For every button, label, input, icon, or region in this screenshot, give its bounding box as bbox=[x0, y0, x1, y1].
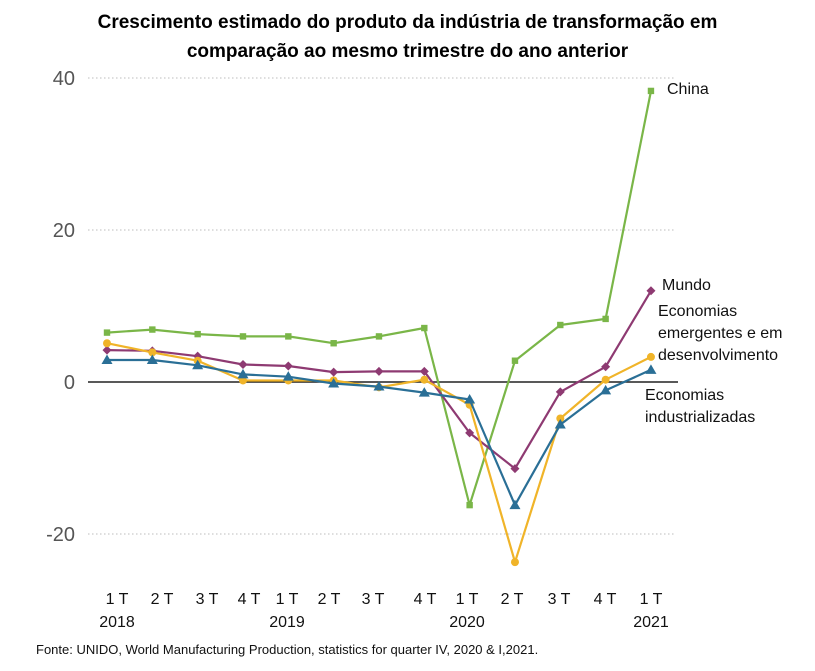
x-tick-label: 2 T bbox=[151, 591, 174, 608]
data-point bbox=[556, 414, 565, 423]
data-point bbox=[509, 499, 521, 510]
data-point bbox=[646, 286, 656, 296]
data-point bbox=[557, 321, 564, 329]
series-lines bbox=[101, 87, 657, 567]
chart-title: Crescimento estimado do produto da indús… bbox=[0, 8, 815, 66]
x-tick-label: 3 T bbox=[548, 591, 571, 608]
annotation-line: Economias bbox=[658, 303, 737, 320]
series-mundo bbox=[102, 286, 656, 474]
chart-title-line-2: comparação ao mesmo trimestre do ano ant… bbox=[186, 41, 629, 62]
data-point bbox=[510, 558, 519, 567]
annotation-line: desenvolvimento bbox=[658, 347, 778, 364]
data-point bbox=[148, 348, 157, 357]
x-tick-label: 3 T bbox=[362, 591, 385, 608]
x-tick-label: 3 T bbox=[196, 591, 219, 608]
x-tick-label: 2 T bbox=[501, 591, 524, 608]
data-point bbox=[282, 371, 294, 381]
data-point bbox=[237, 368, 249, 379]
data-point bbox=[285, 333, 292, 340]
data-point bbox=[103, 339, 111, 348]
data-point bbox=[419, 366, 429, 376]
x-tick-label: 1 T bbox=[456, 591, 479, 608]
data-point bbox=[102, 345, 112, 355]
series-economias-industrializadas bbox=[101, 354, 657, 510]
data-point bbox=[374, 366, 384, 376]
data-point bbox=[192, 359, 204, 370]
data-point bbox=[146, 354, 158, 364]
y-tick-label: 20 bbox=[53, 220, 75, 242]
data-point bbox=[329, 367, 339, 377]
series-china bbox=[103, 87, 655, 509]
data-point bbox=[420, 375, 429, 384]
y-axis-ticks: 40 20 0 -20 bbox=[46, 68, 75, 546]
data-point bbox=[103, 329, 111, 336]
y-tick-label: 0 bbox=[64, 372, 75, 394]
data-point bbox=[373, 381, 385, 391]
y-tick-label: 40 bbox=[53, 68, 75, 90]
annotation-line: emergentes e em bbox=[658, 325, 783, 342]
annotation-economias-industrializadas: Economias industrializadas bbox=[645, 387, 755, 426]
x-year-label: 2018 bbox=[99, 614, 135, 631]
data-point bbox=[283, 361, 293, 371]
series-annotations: China Mundo Economias emergentes e em desenv… bbox=[645, 81, 783, 426]
annotation-china: China bbox=[667, 81, 709, 98]
x-tick-label: 1 T bbox=[640, 591, 663, 608]
data-point bbox=[418, 387, 430, 397]
data-point bbox=[328, 378, 340, 388]
x-tick-label: 4 T bbox=[594, 591, 617, 608]
data-point bbox=[330, 340, 337, 347]
annotation-line: industrializadas bbox=[645, 409, 755, 426]
annotation-mundo: Mundo bbox=[662, 277, 711, 294]
x-tick-label: 4 T bbox=[414, 591, 437, 608]
data-point bbox=[555, 387, 565, 397]
x-tick-label: 2 T bbox=[318, 591, 341, 608]
data-point bbox=[238, 376, 247, 385]
grid-lines bbox=[88, 77, 676, 535]
series-line bbox=[106, 290, 652, 470]
data-point bbox=[511, 357, 519, 364]
data-point bbox=[602, 315, 609, 323]
chart-title-line-1: Crescimento estimado do produto da indús… bbox=[97, 12, 718, 33]
x-year-label: 2019 bbox=[269, 614, 305, 631]
data-point bbox=[600, 384, 612, 395]
data-point bbox=[646, 352, 655, 361]
annotation-line: China bbox=[667, 81, 709, 98]
series-line bbox=[106, 90, 653, 507]
data-point bbox=[647, 87, 655, 95]
data-point bbox=[645, 364, 657, 374]
x-year-label: 2021 bbox=[633, 614, 669, 631]
data-point bbox=[101, 354, 113, 364]
data-point bbox=[601, 362, 611, 372]
data-point bbox=[465, 428, 475, 438]
annotation-line: Mundo bbox=[662, 277, 711, 294]
data-point bbox=[238, 360, 248, 370]
data-point bbox=[149, 326, 156, 333]
x-year-label: 2020 bbox=[449, 614, 485, 631]
x-tick-label: 4 T bbox=[238, 591, 261, 608]
data-point bbox=[239, 333, 247, 340]
data-point bbox=[510, 464, 520, 474]
data-point bbox=[466, 501, 473, 509]
data-point bbox=[375, 333, 383, 340]
y-tick-label: -20 bbox=[46, 524, 75, 546]
data-point bbox=[554, 419, 566, 429]
annotation-economias-emergentes-e-em-desenvolvimento: Economias emergentes e em desenvolvimento bbox=[658, 303, 783, 364]
x-tick-label: 1 T bbox=[276, 591, 299, 608]
data-point bbox=[194, 330, 201, 338]
data-point bbox=[464, 393, 476, 404]
data-point bbox=[601, 375, 610, 384]
x-tick-label: 1 T bbox=[106, 591, 129, 608]
data-point bbox=[421, 324, 428, 332]
annotation-line: Economias bbox=[645, 387, 724, 404]
series-line bbox=[106, 342, 652, 564]
x-axis-ticks: 1 T 2 T 3 T 4 T 1 T 2 T 3 T 4 T 1 T 2 T 3 T 4 T 1 T 2… bbox=[99, 591, 669, 631]
chart-source: Fonte: UNIDO, World Manufacturing Produc… bbox=[36, 642, 539, 657]
